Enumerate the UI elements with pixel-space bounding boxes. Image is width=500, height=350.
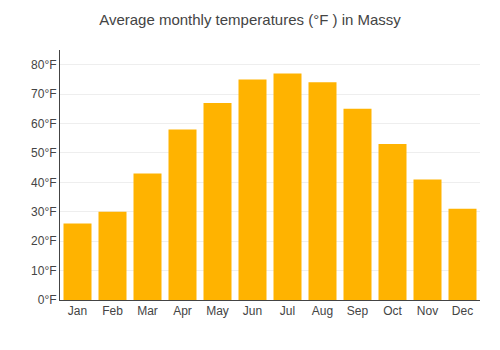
svg-text:Apr: Apr — [173, 304, 192, 318]
svg-text:60°F: 60°F — [31, 117, 56, 131]
svg-text:Mar: Mar — [137, 304, 158, 318]
svg-text:50°F: 50°F — [31, 146, 56, 160]
svg-text:Nov: Nov — [417, 304, 438, 318]
svg-text:Oct: Oct — [383, 304, 402, 318]
svg-text:Jul: Jul — [280, 304, 295, 318]
svg-text:Sep: Sep — [347, 304, 369, 318]
svg-text:Jun: Jun — [243, 304, 262, 318]
svg-text:20°F: 20°F — [31, 234, 56, 248]
svg-text:Feb: Feb — [102, 304, 123, 318]
svg-text:May: May — [206, 304, 229, 318]
svg-text:Aug: Aug — [312, 304, 333, 318]
svg-text:Average monthly temperatures (: Average monthly temperatures (°F ) in Ma… — [99, 11, 401, 28]
svg-text:0°F: 0°F — [38, 293, 57, 307]
svg-text:70°F: 70°F — [31, 87, 56, 101]
svg-text:Jan: Jan — [68, 304, 87, 318]
svg-text:Dec: Dec — [452, 304, 473, 318]
svg-text:40°F: 40°F — [31, 176, 56, 190]
svg-text:30°F: 30°F — [31, 205, 56, 219]
svg-text:80°F: 80°F — [31, 58, 56, 72]
svg-text:10°F: 10°F — [31, 264, 56, 278]
